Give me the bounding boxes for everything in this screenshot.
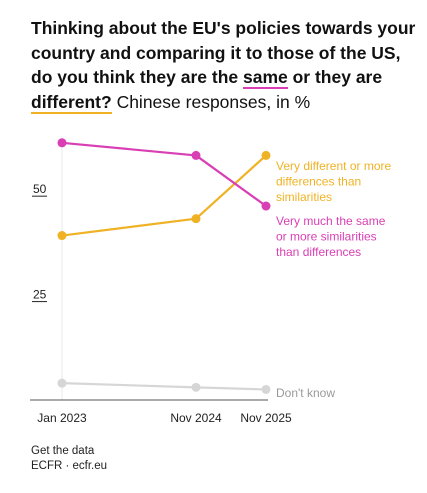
y-tick-labels: 25 50 (32, 182, 47, 303)
data-point-0-2 (261, 150, 271, 160)
series-label-0-line-0: Very different or more (276, 159, 391, 173)
y-tick-label-25: 25 (33, 288, 47, 302)
series-label-2-line-0: Don't know (276, 386, 335, 400)
series-0: Very different or more differences thansi… (57, 150, 391, 241)
series-line-1 (61, 141, 267, 207)
series-label-0-line-2: similarities (276, 190, 332, 204)
source-credit: ECFR · ecfr.eu (31, 460, 108, 472)
data-point-1-1 (191, 150, 201, 160)
data-point-0-0 (57, 231, 67, 241)
series-label-1-line-2: than differences (276, 245, 361, 259)
data-point-1-2 (261, 201, 271, 211)
data-point-2-1 (191, 382, 201, 392)
series-line-0 (61, 154, 267, 237)
x-tick-labels: Jan 2023 Nov 2024 Nov 2025 (37, 411, 292, 425)
title-question: Thinking about the EU's policies towards… (31, 18, 416, 87)
series-label-1-line-0: Very much the same (276, 214, 386, 228)
series-1: Very much the same or more similaritiesth… (57, 138, 386, 259)
series-label-0-line-1: differences than (276, 175, 361, 189)
title-same-keyword: same (242, 67, 288, 89)
x-tick-label-1: Nov 2024 (170, 411, 222, 425)
data-point-0-1 (191, 214, 201, 224)
x-tick-label-2: Nov 2025 (240, 411, 292, 425)
data-point-2-2 (261, 384, 271, 394)
series-layer: Don't know Very different or more differen… (57, 138, 391, 400)
get-the-data-link[interactable]: Get the data (31, 445, 95, 457)
title-different-keyword: different? (31, 91, 112, 114)
data-point-1-0 (57, 138, 67, 148)
footer: Get the data ECFR · ecfr.eu (31, 444, 107, 474)
series-line-2 (61, 382, 267, 391)
x-tick-label-0: Jan 2023 (37, 411, 87, 425)
data-point-2-0 (57, 378, 67, 388)
y-tick-label-50: 50 (33, 182, 47, 196)
series-label-1-line-1: or more similarities (276, 230, 377, 244)
chart-subtitle: Chinese responses, in % (111, 91, 311, 112)
title-connector: or they are (287, 67, 383, 87)
series-2: Don't know (57, 378, 335, 400)
chart-title: Thinking about the EU's policies towards… (31, 16, 416, 114)
